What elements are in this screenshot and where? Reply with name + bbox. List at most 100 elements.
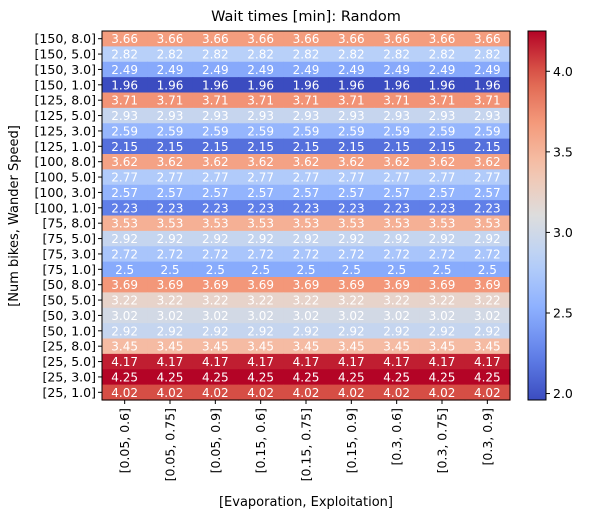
cell-value-label: 4.02	[429, 386, 456, 400]
cell-value-label: 2.72	[111, 247, 138, 261]
x-axis-label: [Evaporation, Exploitation]	[219, 495, 393, 510]
y-tick-label: [50, 1.0]	[43, 323, 97, 338]
y-tick-label: [100, 8.0]	[35, 154, 96, 169]
cell-value-label: 2.72	[338, 247, 365, 261]
cell-value-label: 4.25	[202, 370, 229, 384]
cell-value-label: 2.15	[474, 140, 501, 154]
cell-value-label: 4.17	[157, 355, 184, 369]
cell-value-label: 1.96	[247, 78, 274, 92]
cell-value-label: 2.49	[474, 63, 501, 77]
cell-value-label: 2.49	[111, 63, 138, 77]
y-tick-label: [75, 8.0]	[43, 216, 97, 231]
cell-value-label: 4.25	[383, 370, 410, 384]
cell-value-label: 2.92	[383, 324, 410, 338]
cell-value-label: 2.82	[157, 48, 184, 62]
cell-value-label: 2.93	[202, 109, 229, 123]
cell-value-label: 3.45	[247, 340, 274, 354]
cell-value-label: 3.62	[111, 155, 138, 169]
cell-value-label: 3.69	[383, 278, 410, 292]
cell-value-label: 2.5	[251, 263, 270, 277]
colorbar-tick-label: 3.0	[553, 225, 573, 240]
cell-value-label: 3.45	[474, 340, 501, 354]
cell-value-label: 3.45	[429, 340, 456, 354]
cell-value-label: 3.53	[474, 217, 501, 231]
cell-value-label: 3.69	[157, 278, 184, 292]
x-tick-label: [0.05, 0.9]	[208, 408, 223, 473]
cell-value-label: 4.02	[247, 386, 274, 400]
cell-value-label: 2.15	[202, 140, 229, 154]
y-tick-label: [25, 3.0]	[43, 369, 97, 384]
y-tick-label: [125, 5.0]	[35, 108, 96, 123]
cell-value-label: 2.5	[342, 263, 361, 277]
cell-value-label: 2.57	[383, 186, 410, 200]
cell-value-label: 3.53	[338, 217, 365, 231]
cell-value-label: 1.96	[474, 78, 501, 92]
cell-value-label: 2.59	[293, 124, 320, 138]
cell-value-label: 3.45	[293, 340, 320, 354]
cell-value-label: 3.53	[247, 217, 274, 231]
cell-value-label: 2.92	[247, 232, 274, 246]
cell-value-label: 1.96	[429, 78, 456, 92]
cell-value-label: 2.77	[293, 171, 320, 185]
cell-value-label: 3.66	[247, 32, 274, 46]
y-tick-label: [25, 5.0]	[43, 354, 97, 369]
cell-value-label: 2.49	[247, 63, 274, 77]
cell-value-label: 3.53	[429, 217, 456, 231]
cell-value-label: 1.96	[111, 78, 138, 92]
cell-value-label: 2.23	[338, 201, 365, 215]
cell-value-label: 2.77	[247, 171, 274, 185]
cell-value-label: 4.02	[338, 386, 365, 400]
cell-value-label: 3.66	[157, 32, 184, 46]
cell-value-label: 4.02	[202, 386, 229, 400]
cell-value-label: 3.69	[202, 278, 229, 292]
cell-value-label: 2.77	[429, 171, 456, 185]
cell-value-label: 3.71	[293, 94, 320, 108]
cell-value-label: 3.22	[383, 294, 410, 308]
cell-value-label: 2.59	[338, 124, 365, 138]
cell-value-label: 2.5	[296, 263, 315, 277]
cell-value-label: 4.25	[247, 370, 274, 384]
cell-value-label: 3.69	[293, 278, 320, 292]
cell-value-label: 4.25	[338, 370, 365, 384]
y-tick-label: [50, 5.0]	[43, 293, 97, 308]
cell-value-label: 2.57	[338, 186, 365, 200]
y-tick-label: [125, 8.0]	[35, 93, 96, 108]
cell-value-label: 2.5	[432, 263, 451, 277]
cell-value-label: 3.45	[338, 340, 365, 354]
colorbar-tick-label: 2.0	[553, 386, 573, 401]
colorbar	[528, 31, 546, 400]
cell-value-label: 3.69	[474, 278, 501, 292]
cell-value-label: 2.92	[202, 324, 229, 338]
cell-value-label: 2.59	[383, 124, 410, 138]
cell-value-label: 2.92	[474, 324, 501, 338]
cell-value-label: 2.15	[383, 140, 410, 154]
cell-value-label: 4.02	[111, 386, 138, 400]
cell-value-label: 2.5	[387, 263, 406, 277]
y-axis: [150, 8.0][150, 5.0][150, 3.0][150, 1.0]…	[35, 31, 102, 400]
cell-value-label: 3.45	[111, 340, 138, 354]
cell-value-label: 2.92	[247, 324, 274, 338]
cell-value-label: 4.02	[383, 386, 410, 400]
cell-value-label: 2.77	[474, 171, 501, 185]
y-tick-label: [50, 3.0]	[43, 308, 97, 323]
cell-value-label: 3.71	[429, 94, 456, 108]
cell-value-label: 2.93	[338, 109, 365, 123]
cell-value-label: 1.96	[383, 78, 410, 92]
cell-value-label: 2.92	[338, 324, 365, 338]
cell-value-label: 3.69	[247, 278, 274, 292]
cell-value-label: 3.71	[157, 94, 184, 108]
colorbar-tick-label: 2.5	[553, 305, 573, 320]
cell-value-label: 3.22	[338, 294, 365, 308]
x-tick-label: [0.3, 0.75]	[435, 408, 450, 473]
cell-value-label: 2.15	[247, 140, 274, 154]
y-tick-label: [25, 1.0]	[43, 385, 97, 400]
cell-value-label: 2.92	[429, 324, 456, 338]
cell-value-label: 3.66	[429, 32, 456, 46]
cell-value-label: 2.49	[429, 63, 456, 77]
cell-value-label: 3.62	[202, 155, 229, 169]
cell-value-label: 3.02	[383, 309, 410, 323]
cell-value-label: 2.72	[202, 247, 229, 261]
cell-value-label: 2.23	[293, 201, 320, 215]
cell-value-label: 2.77	[157, 171, 184, 185]
cell-value-label: 3.45	[383, 340, 410, 354]
